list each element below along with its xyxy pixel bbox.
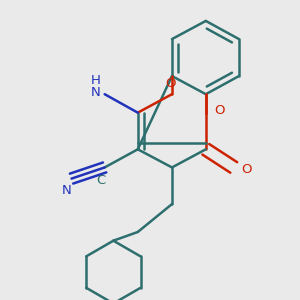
- Text: C: C: [97, 174, 106, 187]
- Text: N: N: [91, 86, 101, 99]
- Text: O: O: [214, 104, 224, 117]
- Text: O: O: [242, 163, 252, 176]
- Text: O: O: [165, 77, 175, 90]
- Text: N: N: [61, 184, 71, 197]
- Text: H: H: [91, 74, 101, 87]
